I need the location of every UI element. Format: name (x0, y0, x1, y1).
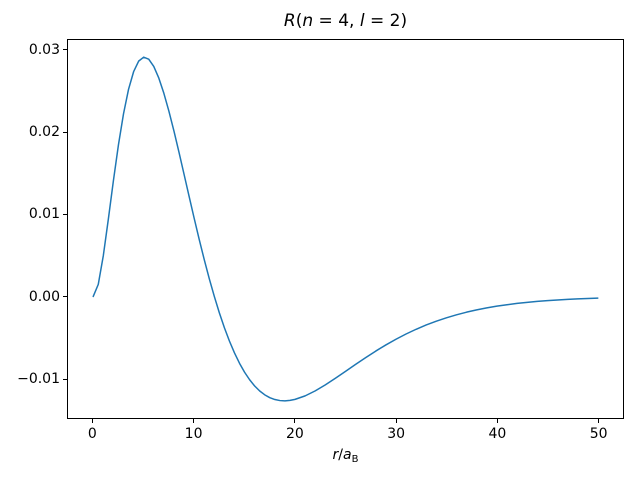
y-tick-mark (63, 131, 67, 133)
y-tick-label: 0.00 (28, 288, 60, 305)
y-tick-mark (63, 378, 67, 380)
series-line (92, 56, 599, 402)
y-tick-label: 0.02 (28, 124, 60, 141)
x-tick-mark (496, 419, 498, 423)
x-tick-label: 0 (87, 426, 97, 442)
text-segment: n (302, 11, 314, 31)
text-segment: = 4, (313, 11, 360, 31)
text-segment: B (351, 454, 359, 465)
x-tick-label: 40 (488, 426, 507, 442)
y-tick-mark (63, 49, 67, 51)
x-tick-mark (193, 419, 195, 423)
y-tick-label: −0.01 (17, 371, 60, 388)
x-tick-label: 10 (184, 426, 203, 442)
x-tick-mark (395, 419, 397, 423)
x-tick-mark (91, 419, 93, 423)
text-segment: a (343, 447, 352, 463)
x-tick-label: 20 (285, 426, 304, 442)
text-segment: l (359, 11, 365, 31)
chart-title: R(n = 4, l = 2) (67, 11, 624, 31)
plot-svg (92, 56, 599, 402)
text-segment: ( (295, 11, 303, 31)
x-axis-label: r/aB (67, 446, 624, 469)
y-tick-mark (63, 213, 67, 215)
y-tick-label: 0.03 (28, 41, 60, 58)
x-tick-mark (294, 419, 296, 423)
x-tick-label: 30 (387, 426, 406, 442)
plot-area (67, 39, 624, 419)
y-tick-mark (63, 296, 67, 298)
text-segment: / (338, 447, 343, 463)
y-tick-label: 0.01 (28, 206, 60, 223)
x-tick-label: 50 (589, 426, 608, 442)
text-segment: = 2) (364, 11, 408, 31)
text-segment: R (283, 11, 296, 31)
x-tick-mark (598, 419, 600, 423)
text-segment: r (332, 447, 339, 463)
